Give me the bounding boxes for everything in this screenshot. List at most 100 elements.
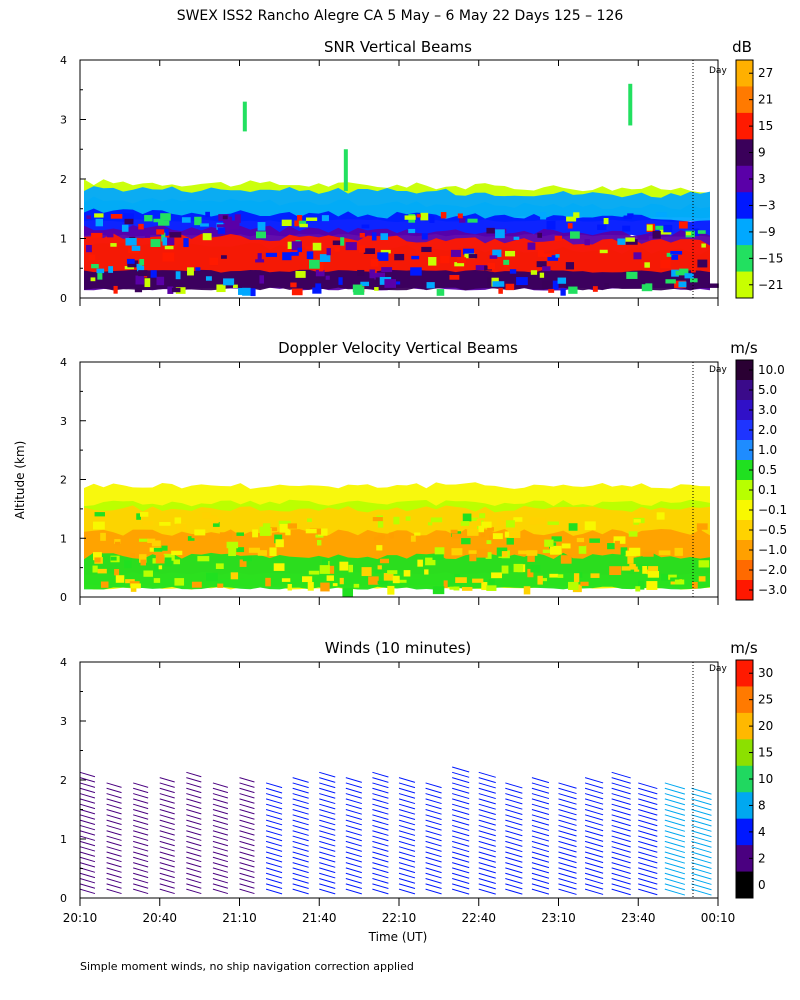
heatmap-cell	[374, 287, 379, 291]
heatmap-cell	[698, 576, 706, 582]
wind-barb	[79, 835, 96, 841]
wind-barb	[79, 793, 96, 799]
wind-barb	[584, 846, 604, 853]
heatmap-cell	[568, 286, 578, 294]
wind-barb	[345, 883, 362, 890]
wind-barb	[638, 851, 658, 859]
wind-barb	[133, 803, 149, 810]
doppler-title: Doppler Velocity Vertical Beams	[278, 339, 518, 357]
heatmap-cell	[209, 257, 218, 266]
heatmap-cell	[305, 246, 313, 250]
heatmap-cell	[169, 232, 182, 238]
wind-barb	[186, 830, 202, 836]
heatmap-cell	[443, 580, 448, 588]
heatmap-cell	[205, 211, 210, 218]
heatmap-cell	[110, 213, 123, 219]
wind-barb	[398, 824, 416, 831]
wind-barb	[372, 793, 389, 799]
x-tick-label: 22:40	[461, 911, 496, 925]
heatmap-cell	[312, 287, 322, 294]
wind-barb	[319, 798, 336, 805]
wind-barb	[691, 856, 712, 864]
heatmap-cell	[529, 516, 537, 525]
heatmap-cell	[440, 212, 447, 219]
wind-barb	[691, 787, 712, 795]
heatmap-cell	[339, 561, 349, 571]
x-axis-label: Time (UT)	[368, 930, 428, 944]
wind-barb	[558, 856, 577, 864]
wind-barb	[212, 872, 229, 879]
heatmap-cell	[282, 252, 292, 261]
colorbar-swatch	[736, 218, 753, 246]
heatmap-cell	[603, 218, 609, 225]
heatmap-cell	[398, 579, 407, 583]
heatmap-cell	[526, 550, 538, 556]
colorbar-swatch	[736, 112, 753, 140]
heatmap-cell	[486, 227, 495, 234]
wind-barb	[265, 888, 283, 895]
heatmap-cell	[374, 272, 386, 280]
heatmap-cell	[299, 223, 308, 228]
wind-barb	[212, 862, 229, 868]
heatmap-cell	[200, 223, 209, 227]
heatmap-cell	[537, 249, 545, 257]
heatmap-cell	[544, 539, 554, 547]
wind-barb	[159, 835, 175, 841]
heatmap-cell	[449, 586, 456, 590]
wind-barb	[345, 809, 362, 815]
heatmap-cell	[348, 564, 354, 573]
heatmap-cell	[220, 255, 227, 259]
wind-barb	[239, 862, 255, 868]
wind-barb	[478, 851, 496, 858]
heatmap-cell	[429, 215, 435, 223]
wind-barb	[319, 814, 336, 820]
heatmap-cell	[228, 220, 240, 230]
wind-barb	[664, 787, 686, 795]
wind-barb	[398, 878, 416, 884]
wind-barb	[611, 809, 631, 816]
x-tick-label: 00:10	[701, 911, 736, 925]
heatmap-cell	[691, 266, 696, 273]
heatmap-cell	[625, 550, 637, 557]
wind-barb	[478, 856, 496, 863]
heatmap-cell	[345, 242, 357, 251]
heatmap-cell	[372, 517, 383, 522]
wind-barb	[79, 872, 96, 879]
wind-barb	[611, 840, 631, 848]
heatmap-cell	[223, 278, 235, 286]
wind-barb	[531, 867, 550, 874]
heatmap-cell	[450, 529, 458, 534]
heatmap-cell	[124, 560, 132, 569]
heatmap-cell	[216, 284, 226, 293]
wind-barb	[79, 830, 96, 836]
wind-barb	[638, 830, 658, 837]
wind-barb	[372, 835, 389, 842]
colorbar-label: 5.0	[758, 383, 777, 397]
wind-barb	[239, 803, 255, 810]
doppler-xticks	[79, 362, 719, 605]
heatmap-cell	[496, 517, 502, 526]
wind-barb	[425, 814, 442, 820]
y-tick-label: 3	[60, 415, 67, 428]
wind-barb	[345, 824, 362, 831]
heatmap-cell	[527, 568, 534, 578]
heatmap-cell	[675, 270, 687, 276]
heatmap-cell	[222, 215, 228, 220]
wind-barb	[505, 793, 523, 800]
wind-barb	[505, 830, 523, 837]
heatmap-cell	[326, 575, 334, 581]
wind-barb	[133, 793, 149, 799]
wind-barb	[79, 846, 96, 852]
wind-barb	[398, 830, 416, 836]
heatmap-cell	[486, 585, 497, 591]
wind-barb	[345, 835, 362, 842]
wind-barb	[398, 787, 416, 794]
wind-barb	[611, 798, 631, 805]
wind-barb	[319, 883, 336, 890]
heatmap-cell	[633, 252, 642, 260]
wind-barb	[691, 814, 712, 822]
wind-barb	[319, 856, 336, 863]
